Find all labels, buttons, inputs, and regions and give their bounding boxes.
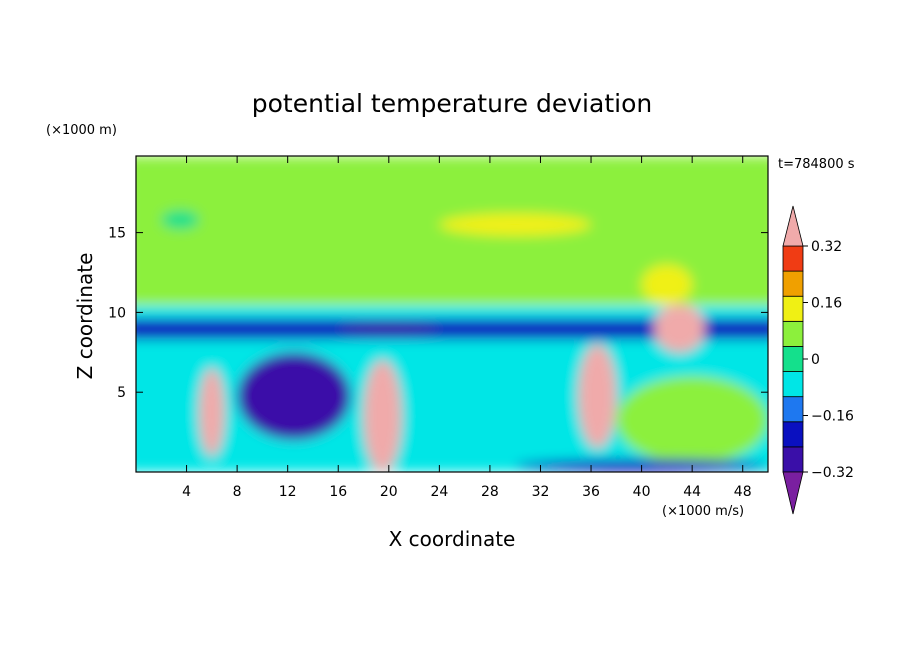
region-upper-right-yellow <box>641 264 693 305</box>
y-tick-label: 10 <box>108 305 126 321</box>
colorbar-label: 0.32 <box>811 239 842 255</box>
region-tropopause-blue <box>136 318 768 340</box>
plot-area <box>136 156 768 472</box>
x-tick-label: 40 <box>633 484 651 500</box>
colorbar-label: 0 <box>811 352 820 368</box>
x-unit-label: (×1000 m/s) <box>662 504 744 519</box>
colorbar-bin <box>782 446 804 473</box>
region-upper-cyan-patch <box>161 210 200 230</box>
x-tick-label: 32 <box>532 484 550 500</box>
x-tick-label: 4 <box>182 484 191 500</box>
colorbar-bin <box>782 421 804 448</box>
x-tick-label: 12 <box>279 484 297 500</box>
colorbar-bin <box>782 371 804 398</box>
colorbar-label: 0.16 <box>811 296 842 312</box>
region-tropopause-core <box>338 321 440 335</box>
region-right-lower-green <box>616 376 768 465</box>
region-tropopause-cyan <box>136 306 768 319</box>
y-tick-label: 15 <box>108 226 126 242</box>
region-warm-plume-2 <box>363 360 402 472</box>
colorbar: 0.32 0.16 0 −0.16 −0.32 <box>782 205 854 515</box>
x-tick-label: 20 <box>380 484 398 500</box>
x-tick-label: 24 <box>430 484 448 500</box>
x-tick-label: 48 <box>734 484 752 500</box>
region-warm-plume-4 <box>654 304 705 353</box>
x-tick-label: 28 <box>481 484 499 500</box>
y-axis-label: Z coordinate <box>73 253 97 380</box>
colorbar-bin <box>782 346 804 372</box>
colorbar-bin <box>782 270 804 297</box>
x-tick-label: 16 <box>329 484 347 500</box>
chart-title: potential temperature deviation <box>252 89 652 118</box>
region-upper-yellow-band <box>439 213 592 236</box>
colorbar-bottom-arrow <box>782 471 804 515</box>
region-warm-plume-3 <box>578 344 617 449</box>
field-regions <box>136 156 768 472</box>
colorbar-bin <box>782 295 804 322</box>
region-warm-plume-1 <box>199 368 225 457</box>
x-axis-label: X coordinate <box>389 527 516 551</box>
y-unit-label: (×1000 m) <box>46 123 117 138</box>
colorbar-label: −0.16 <box>811 409 854 425</box>
time-label: t=784800 s <box>778 157 855 172</box>
y-axis: 5 10 15 <box>108 226 768 401</box>
x-tick-label: 8 <box>233 484 242 500</box>
x-axis: 4 8 12 16 20 24 28 32 36 40 44 48 <box>182 156 752 500</box>
plot-frame <box>135 155 769 473</box>
colorbar-top-arrow <box>782 205 804 247</box>
region-cold-pool <box>237 352 351 441</box>
x-tick-label: 44 <box>683 484 701 500</box>
colorbar-label: −0.32 <box>811 465 854 481</box>
colorbar-bin <box>782 396 804 423</box>
colorbar-bin <box>782 245 804 272</box>
y-tick-label: 5 <box>117 385 126 401</box>
x-tick-label: 36 <box>582 484 600 500</box>
colorbar-bin <box>782 320 804 347</box>
